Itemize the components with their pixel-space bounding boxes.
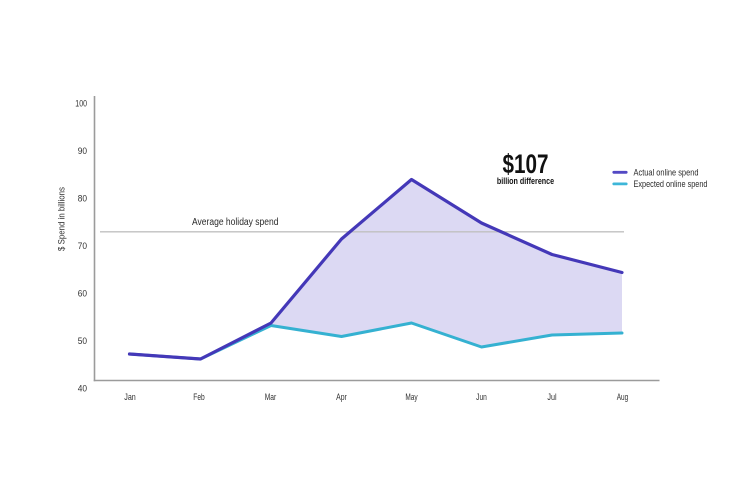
svg-text:Jul: Jul [547, 392, 556, 403]
svg-text:billion difference: billion difference [497, 176, 554, 186]
svg-text:Jun: Jun [476, 392, 487, 403]
svg-text:100: 100 [75, 98, 87, 109]
svg-text:Expected online spend: Expected online spend [634, 179, 708, 190]
svg-text:$107: $107 [503, 149, 549, 179]
svg-text:May: May [405, 392, 417, 403]
svg-text:80: 80 [78, 193, 87, 204]
svg-text:$ Spend in billions: $ Spend in billions [57, 186, 67, 251]
svg-text:Mar: Mar [265, 392, 277, 403]
svg-text:50: 50 [78, 336, 87, 347]
svg-text:40: 40 [78, 383, 87, 394]
svg-text:Feb: Feb [193, 392, 205, 403]
svg-text:Actual online spend: Actual online spend [634, 168, 699, 179]
svg-text:Aug: Aug [617, 392, 629, 403]
svg-text:60: 60 [78, 288, 87, 299]
svg-text:90: 90 [78, 146, 87, 157]
svg-text:70: 70 [78, 241, 87, 252]
svg-text:Apr: Apr [336, 392, 347, 403]
svg-text:Jan: Jan [124, 392, 136, 403]
svg-text:Average holiday spend: Average holiday spend [192, 217, 279, 228]
